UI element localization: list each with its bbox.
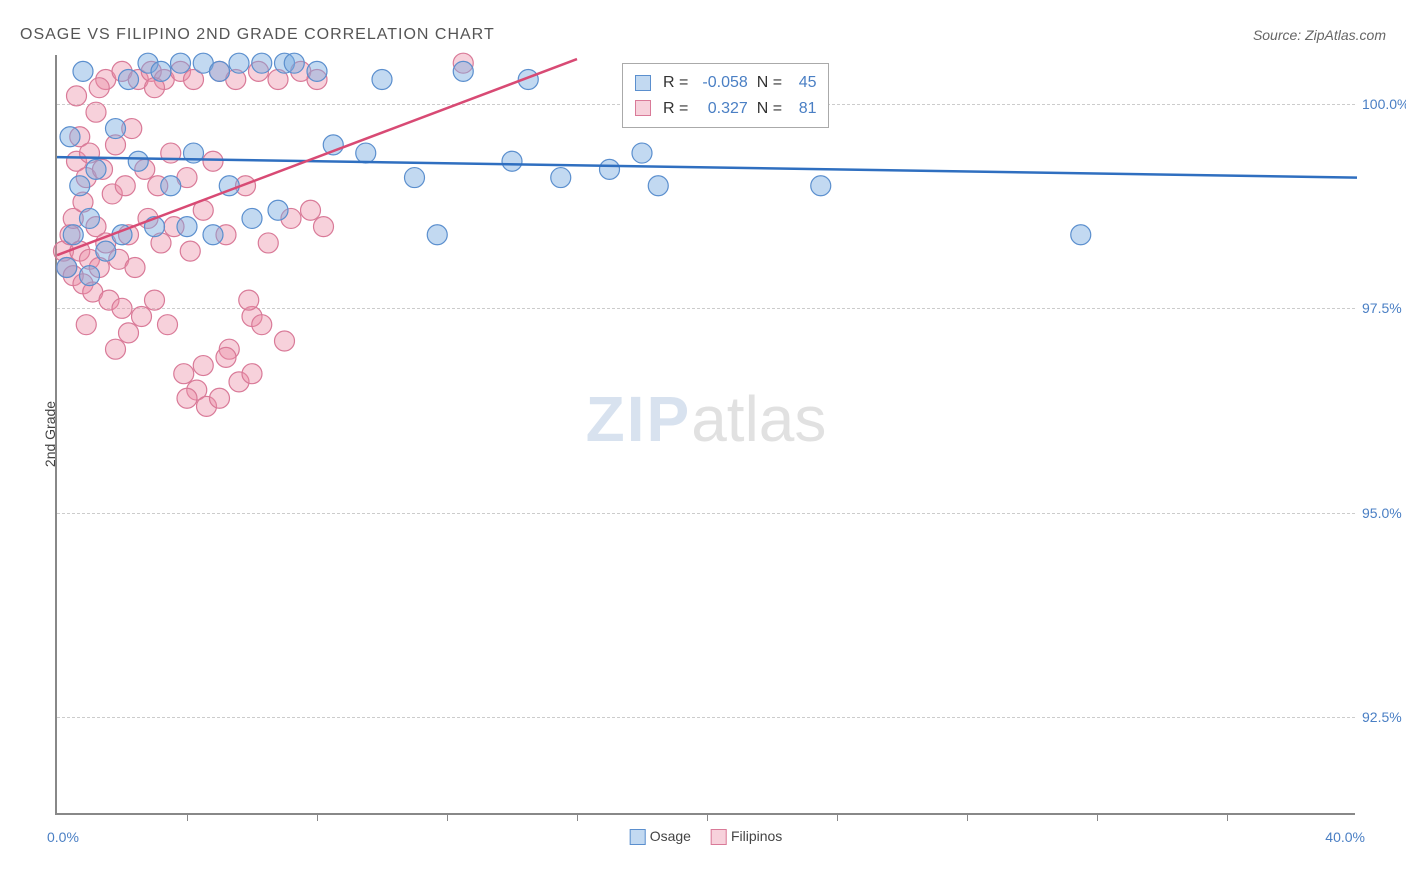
osage-point: [284, 53, 304, 73]
osage-point: [80, 266, 100, 286]
x-tick: [1227, 813, 1228, 821]
y-tick-label: 100.0%: [1362, 96, 1406, 112]
filipino-point: [76, 315, 96, 335]
x-tick: [447, 813, 448, 821]
filipino-point: [203, 151, 223, 171]
filipino-point: [210, 388, 230, 408]
osage-point: [427, 225, 447, 245]
filipino-point: [174, 364, 194, 384]
osage-point: [242, 208, 262, 228]
osage-point: [151, 61, 171, 81]
osage-point: [73, 61, 93, 81]
x-tick: [837, 813, 838, 821]
legend-item-osage: Osage: [630, 828, 691, 845]
osage-point: [453, 61, 473, 81]
filipino-point: [275, 331, 295, 351]
osage-point: [632, 143, 652, 163]
filipino-point: [242, 364, 262, 384]
x-tick: [967, 813, 968, 821]
osage-point: [252, 53, 272, 73]
osage-point: [268, 200, 288, 220]
legend-label: Filipinos: [731, 828, 782, 844]
x-tick: [707, 813, 708, 821]
filipino-point: [125, 257, 145, 277]
filipino-point: [301, 200, 321, 220]
filipino-point: [252, 315, 272, 335]
x-axis-min-label: 0.0%: [47, 829, 79, 845]
osage-point: [502, 151, 522, 171]
osage-trendline: [57, 157, 1357, 177]
y-tick-label: 92.5%: [1362, 709, 1406, 725]
osage-point: [356, 143, 376, 163]
osage-point: [63, 225, 83, 245]
osage-point: [551, 168, 571, 188]
osage-point: [307, 61, 327, 81]
osage-point: [57, 257, 77, 277]
stat-row-osage: R = -0.058 N = 45: [635, 70, 816, 96]
x-tick: [317, 813, 318, 821]
osage-point: [229, 53, 249, 73]
filipino-point: [216, 347, 236, 367]
plot-area: 2nd Grade 92.5%95.0%97.5%100.0% ZIPatlas…: [55, 55, 1355, 815]
filipino-swatch-icon: [635, 100, 651, 116]
x-tick: [1097, 813, 1098, 821]
y-axis-title: 2nd Grade: [42, 401, 58, 467]
correlation-stats-box: R = -0.058 N = 45R = 0.327 N = 81: [622, 63, 829, 128]
filipino-point: [106, 339, 126, 359]
osage-point: [1071, 225, 1091, 245]
osage-point: [70, 176, 90, 196]
filipino-point: [314, 217, 334, 237]
filipino-legend-swatch-icon: [711, 829, 727, 845]
osage-point: [60, 127, 80, 147]
osage-point: [177, 217, 197, 237]
legend-item-filipino: Filipinos: [711, 828, 782, 845]
filipino-point: [89, 78, 109, 98]
filipino-point: [67, 86, 87, 106]
osage-point: [372, 70, 392, 90]
stat-text: R = -0.058 N = 45: [663, 70, 816, 96]
y-tick-label: 95.0%: [1362, 505, 1406, 521]
y-tick-label: 97.5%: [1362, 300, 1406, 316]
stat-text: R = 0.327 N = 81: [663, 96, 816, 122]
osage-point: [600, 159, 620, 179]
filipino-point: [86, 102, 106, 122]
osage-legend-swatch-icon: [630, 829, 646, 845]
osage-point: [119, 70, 139, 90]
filipino-point: [115, 176, 135, 196]
osage-point: [161, 176, 181, 196]
filipino-point: [132, 307, 152, 327]
filipino-point: [145, 290, 165, 310]
filipino-point: [193, 356, 213, 376]
osage-point: [80, 208, 100, 228]
filipino-point: [158, 315, 178, 335]
osage-point: [106, 119, 126, 139]
osage-point: [128, 151, 148, 171]
x-tick: [187, 813, 188, 821]
osage-swatch-icon: [635, 75, 651, 91]
osage-point: [203, 225, 223, 245]
filipino-point: [119, 323, 139, 343]
filipino-point: [239, 290, 259, 310]
filipino-point: [258, 233, 278, 253]
source-label: Source: ZipAtlas.com: [1253, 27, 1386, 43]
scatter-chart: [57, 55, 1355, 813]
osage-point: [171, 53, 191, 73]
stat-row-filipino: R = 0.327 N = 81: [635, 96, 816, 122]
osage-point: [86, 159, 106, 179]
osage-point: [96, 241, 116, 261]
legend-label: Osage: [650, 828, 691, 844]
filipino-point: [177, 388, 197, 408]
osage-point: [648, 176, 668, 196]
osage-point: [811, 176, 831, 196]
osage-point: [210, 61, 230, 81]
filipino-point: [112, 298, 132, 318]
filipino-point: [180, 241, 200, 261]
x-tick: [577, 813, 578, 821]
osage-point: [405, 168, 425, 188]
chart-title: OSAGE VS FILIPINO 2ND GRADE CORRELATION …: [20, 26, 495, 44]
bottom-legend: Osage Filipinos: [630, 828, 783, 845]
x-axis-max-label: 40.0%: [1325, 829, 1365, 845]
